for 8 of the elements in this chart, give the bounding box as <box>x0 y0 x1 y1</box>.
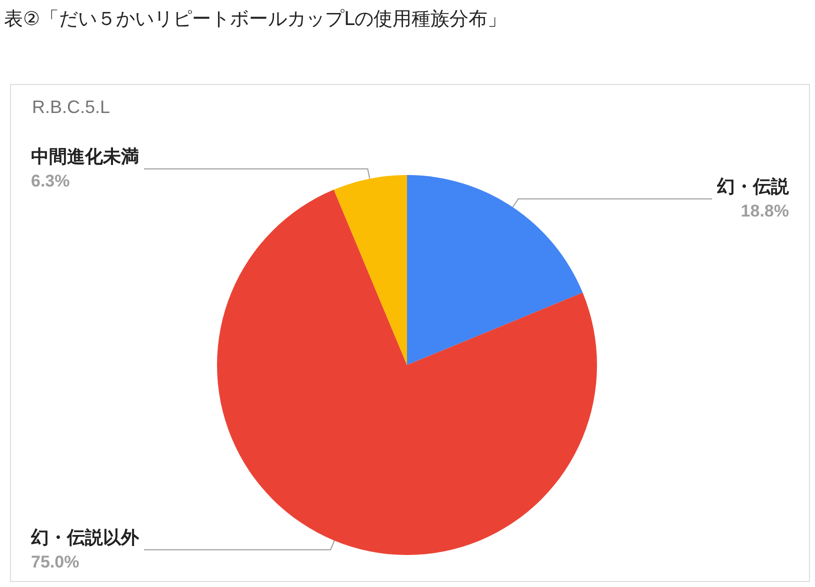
data-label: 18.8% <box>740 201 789 220</box>
slice-label: 幻・伝説以外 <box>30 527 140 548</box>
slice-label: 中間進化未満 <box>31 146 139 168</box>
chart-subtitle: R.B.C.5.L <box>32 97 110 117</box>
data-label: 6.3% <box>31 171 70 190</box>
slice-label: 幻・伝説 <box>716 176 790 198</box>
chart-title: 表②「だい５かいリピートボールカップLの使用種族分布」 <box>4 7 507 32</box>
data-label: 75.0% <box>31 552 80 572</box>
